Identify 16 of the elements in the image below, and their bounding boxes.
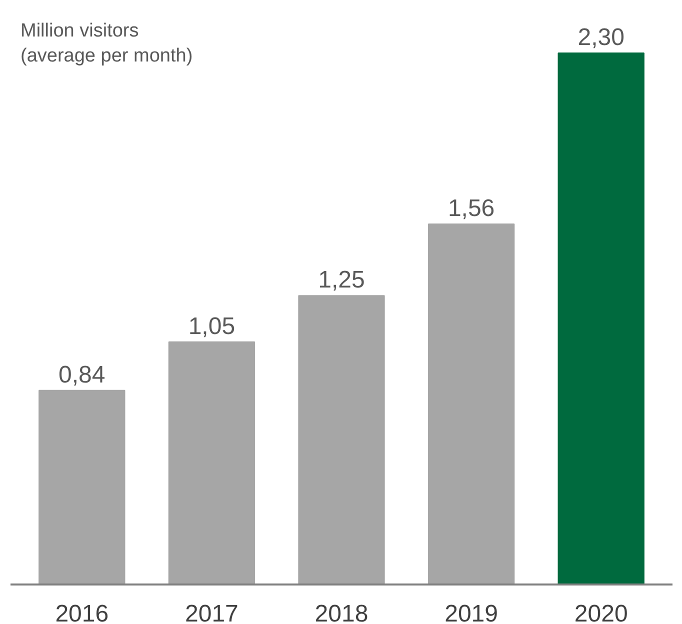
chart-title: Million visitors (average per month) (20, 20, 193, 67)
x-tick-label: 2018 (314, 600, 368, 624)
x-tick-label: 2020 (574, 600, 628, 624)
bar (558, 52, 644, 584)
data-label: 2,30 (578, 24, 624, 52)
data-label: 0,84 (58, 361, 106, 388)
data-label: 1,05 (188, 312, 236, 340)
x-tick-label: 2019 (444, 600, 498, 624)
x-tick-label: 2016 (55, 600, 109, 624)
bar (38, 390, 126, 584)
data-label: 1,25 (318, 266, 365, 294)
data-label: 1,56 (448, 195, 495, 222)
bar (298, 295, 385, 584)
bar (428, 224, 515, 584)
x-tick-label: 2017 (185, 600, 238, 624)
bar (168, 341, 256, 584)
